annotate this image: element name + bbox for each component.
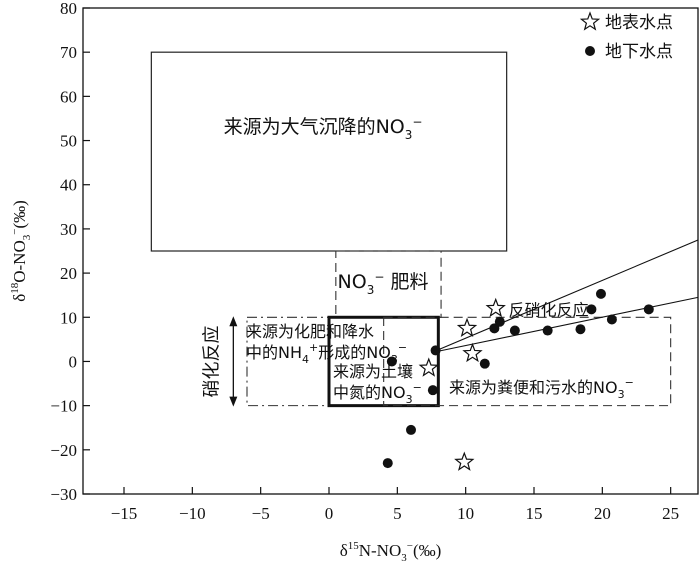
groundwater-point — [382, 458, 393, 469]
x-tick-label: 0 — [325, 504, 334, 523]
axes-layer: −15 −10 −5 0 5 10 15 20 25 −30 −20 −10 0 10 20 30 40 50 60… — [9, 0, 699, 564]
x-tick-label: 15 — [526, 504, 543, 523]
y-tick-label: −30 — [50, 485, 77, 504]
plot-frame — [82, 7, 699, 495]
groundwater-point — [489, 323, 500, 334]
y-tick-label: 70 — [60, 43, 77, 62]
trend-line-2 — [431, 296, 699, 354]
x-tick-label: 10 — [457, 504, 474, 523]
y-tick-label: −20 — [50, 441, 77, 460]
y-tick-label: 60 — [60, 87, 77, 106]
groundwater-point — [575, 324, 586, 335]
y-tick-label: 80 — [60, 0, 77, 18]
groundwater-point — [386, 356, 397, 367]
groundwater-point — [606, 314, 617, 325]
region-fertilizer-rain-label-line1: 来源为化肥和降水 — [246, 322, 374, 341]
groundwater-point — [509, 325, 520, 336]
groundwater-point — [406, 424, 416, 435]
x-tick-label: 20 — [594, 504, 611, 523]
x-tick-label: 5 — [393, 504, 402, 523]
surface-water-point — [462, 342, 483, 363]
x-tick-label: −10 — [179, 504, 206, 523]
groundwater-point — [427, 385, 438, 396]
legend-dot-icon — [585, 46, 595, 56]
nitrification-label: 硝化反应 — [201, 325, 222, 397]
surface-water-point — [456, 317, 478, 337]
trend-lines-layer — [431, 239, 699, 354]
x-tick-label: −5 — [252, 504, 270, 523]
region-soil-nitrogen-label-line1: 来源为土壤 — [333, 362, 413, 381]
labels-layer: 来源为大气沉降的NO3− NO3− 肥料来源为化肥和降水中的NH4+形成的NO3−… — [201, 115, 634, 407]
groundwater-point — [430, 345, 441, 356]
groundwater-point — [479, 358, 490, 369]
y-tick-label: 20 — [60, 264, 77, 283]
nitrification-arrow-head-up — [229, 316, 238, 327]
region-soil-nitrogen-label-line2: 中氮的NO3− — [333, 381, 422, 406]
region-manure-sewage-label: 来源为粪便和污水的NO3− — [449, 376, 634, 401]
region-atmospheric-label: 来源为大气沉降的NO3− — [224, 115, 423, 142]
legend-label: 地表水点 — [605, 13, 673, 33]
regions-layer — [150, 51, 672, 408]
surface-water-point — [454, 451, 475, 471]
points-layer — [382, 288, 654, 471]
groundwater-point — [542, 325, 553, 336]
x-axis-label: δ15N-NO3−(‰) — [340, 540, 442, 564]
y-tick-label: 10 — [60, 308, 77, 327]
y-axis-label: δ18O-NO3−(‰) — [9, 200, 33, 302]
y-tick-label: 40 — [60, 176, 77, 195]
x-tick-label: −15 — [111, 504, 138, 523]
denitrification-label: 反硝化反应 — [509, 300, 589, 319]
trend-line-1 — [431, 239, 699, 354]
nitrification-arrow-head-down — [229, 396, 238, 407]
y-tick-label: −10 — [50, 397, 77, 416]
x-tick-label: 25 — [662, 504, 679, 523]
region-fertilizer-rain-label-line2: 中的NH4+形成的NO3− — [246, 341, 407, 366]
region-manure-sewage — [383, 316, 672, 407]
y-tick-label: 30 — [60, 220, 77, 239]
groundwater-point — [643, 304, 654, 315]
surface-water-point — [485, 297, 506, 318]
region-fertilizer-label: NO3− 肥料 — [338, 270, 429, 297]
legend-label: 地下水点 — [605, 42, 673, 62]
surface-water-point — [418, 357, 439, 377]
region-atmospheric — [150, 51, 508, 252]
y-tick-label: 50 — [60, 132, 77, 151]
groundwater-point — [586, 304, 597, 315]
legend-star-icon — [579, 11, 601, 31]
groundwater-point — [494, 316, 505, 327]
groundwater-point — [595, 288, 606, 299]
y-tick-label: 0 — [69, 352, 78, 371]
